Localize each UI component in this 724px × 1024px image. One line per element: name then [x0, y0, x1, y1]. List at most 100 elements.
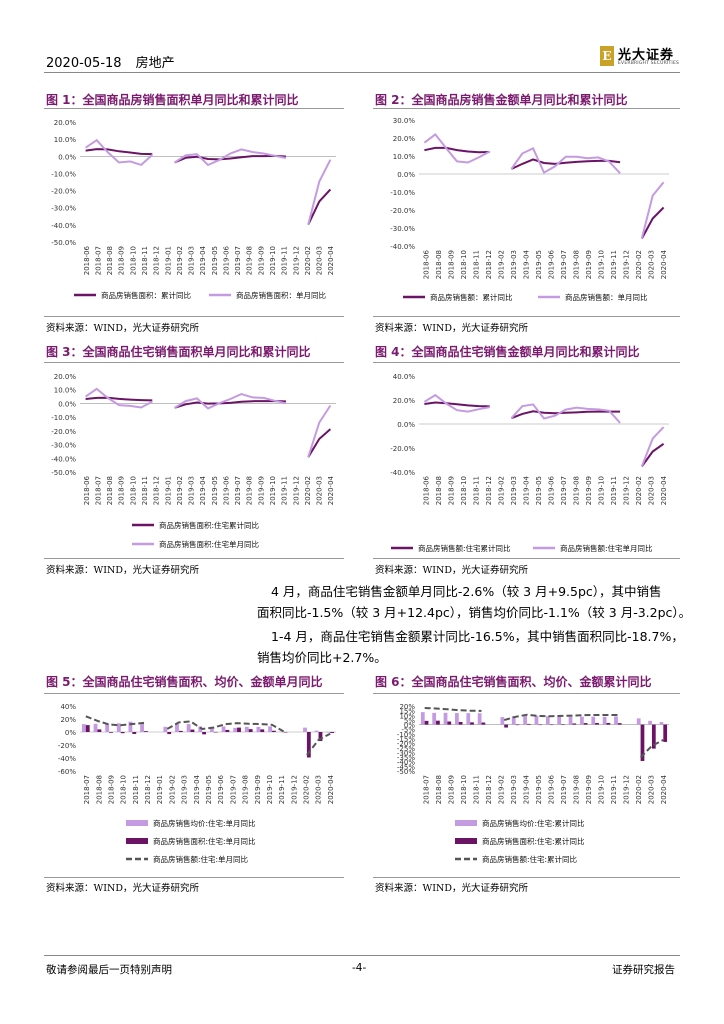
x-tick-label: 2019-06	[222, 245, 230, 275]
bar	[424, 720, 429, 725]
x-tick-label: 2019-12	[622, 476, 630, 505]
x-tick-label: 2019-06	[217, 774, 225, 804]
x-tick-label: 2020-04	[327, 245, 335, 275]
legend-label: 商品房销售额:住宅累计同比	[418, 543, 511, 553]
y-tick-label: 40.0%	[393, 373, 416, 381]
bar	[466, 713, 471, 725]
x-tick-label: 2018-09	[447, 775, 455, 804]
figure-6-title: 图 6：全国商品住宅销售面积、均价、金额累计同比	[375, 675, 652, 689]
series-line	[85, 138, 332, 225]
legend-swatch	[455, 838, 477, 844]
x-tick-label: 2018-09	[107, 775, 115, 804]
x-tick-label: 2019-11	[610, 476, 618, 505]
y-tick-label: 0.0%	[58, 153, 76, 161]
y-tick-label: 10.0%	[393, 153, 416, 161]
y-tick-label: -20%	[397, 740, 415, 748]
x-tick-label: 2020-04	[327, 774, 335, 804]
legend-swatch	[126, 820, 148, 826]
y-tick-label: -40%	[397, 759, 415, 767]
figure-1-bottom-rule	[44, 316, 344, 317]
x-tick-label: 2019-05	[535, 476, 543, 505]
x-tick-label: 2018-08	[435, 476, 443, 505]
x-tick-label: 2018-07	[94, 476, 102, 505]
legend-label: 商品房销售额：累计同比	[430, 292, 513, 302]
figure-4-bottom-rule	[373, 558, 680, 559]
x-tick-label: 2019-12	[292, 246, 300, 275]
x-tick-label: 2019-08	[246, 246, 254, 275]
y-tick-label: -20.0%	[390, 445, 415, 453]
page-number: -4-	[352, 962, 367, 974]
x-tick-label: 2018-07	[83, 775, 91, 804]
bar	[534, 715, 539, 725]
bar	[140, 723, 144, 732]
y-tick-label: 0.0%	[397, 421, 415, 429]
bar	[557, 716, 562, 725]
y-tick-label: 10%	[399, 712, 415, 720]
y-tick-label: -40%	[58, 755, 76, 763]
y-tick-label: -50%	[397, 768, 415, 776]
x-tick-label: 2018-09	[118, 246, 126, 275]
series-line	[424, 146, 665, 240]
y-tick-label: 30.0%	[393, 117, 416, 125]
x-tick-label: 2018-12	[144, 775, 152, 804]
x-tick-label: 2019-08	[246, 476, 254, 505]
figure-2-source: 资料来源：WIND，光大证券研究所	[375, 323, 528, 334]
paragraph-2-line-1: 1-4 月，商品住宅销售金额累计同比-16.5%，其中销售面积同比-18.7%，	[271, 629, 684, 644]
bar	[443, 712, 448, 725]
bar	[237, 727, 241, 732]
x-tick-label: 2019-09	[254, 775, 262, 804]
legend-label: 商品房销售额：单月同比	[565, 292, 648, 302]
y-tick-label: -40.0%	[51, 222, 76, 230]
bar	[648, 720, 652, 725]
x-tick-label: 2020-04	[660, 774, 668, 804]
legend-label: 商品房销售面积：累计同比	[101, 290, 191, 300]
x-tick-label: 2018-12	[153, 476, 161, 505]
paragraph-1-line-1: 4 月，商品住宅销售金额单月同比-2.6%（较 3 月+9.5pc），其中销售	[271, 584, 662, 599]
x-tick-label: 2019-08	[572, 250, 580, 279]
bar	[561, 724, 565, 725]
x-tick-label: 2019-09	[585, 775, 593, 804]
y-tick-label: 10.0%	[54, 387, 77, 395]
y-tick-label: 0%	[404, 722, 415, 730]
y-tick-label: -45%	[397, 763, 415, 771]
y-tick-label: 10.0%	[54, 136, 77, 144]
bar	[186, 724, 191, 732]
legend-label: 商品房销售额:住宅单月同比	[560, 543, 653, 553]
x-tick-label: 2019-03	[510, 476, 518, 505]
x-tick-label: 2018-10	[129, 476, 137, 505]
series-line	[85, 715, 331, 756]
x-tick-label: 2019-05	[535, 775, 543, 804]
bar	[640, 724, 645, 761]
x-tick-label: 2019-11	[281, 246, 289, 275]
figure-6-bottom-rule	[373, 877, 680, 878]
x-tick-label: 2018-08	[106, 476, 114, 505]
x-tick-label: 2018-08	[106, 246, 114, 275]
series-line	[85, 396, 332, 458]
y-tick-label: -30.0%	[51, 442, 76, 450]
bar	[436, 720, 440, 725]
x-tick-label: 2019-02	[176, 476, 184, 505]
figure-5-bottom-rule	[44, 877, 344, 878]
legend-label: 商品房销售均价:住宅:单月同比	[153, 818, 256, 828]
bar	[318, 732, 323, 742]
bar	[511, 716, 516, 725]
bar	[116, 723, 121, 732]
y-tick-label: -20%	[58, 742, 76, 750]
chart-5: 40% 20% 0% -20% -40% -60% 2018-07 2018-08 2018-0…	[58, 703, 336, 864]
footer-divider	[44, 955, 680, 956]
figure-3-rule	[44, 362, 344, 363]
x-tick-label: 2018-11	[472, 775, 480, 804]
bar	[659, 722, 664, 725]
x-tick-label: 2018-11	[472, 250, 480, 279]
x-tick-label: 2019-07	[560, 250, 568, 279]
chart-2: 30.0% 20.0% 10.0% 0.0% -10.0% -20.0% -30.0% -40…	[390, 117, 669, 302]
x-tick-label: 2019-11	[278, 775, 286, 804]
x-tick-label: 2020-03	[315, 775, 323, 804]
bar	[213, 731, 218, 733]
bar	[198, 726, 203, 732]
y-tick-label: -35%	[397, 754, 415, 762]
series-line	[424, 401, 665, 468]
x-tick-label: 2019-09	[585, 476, 593, 505]
bar	[583, 723, 588, 725]
bar	[225, 729, 230, 732]
